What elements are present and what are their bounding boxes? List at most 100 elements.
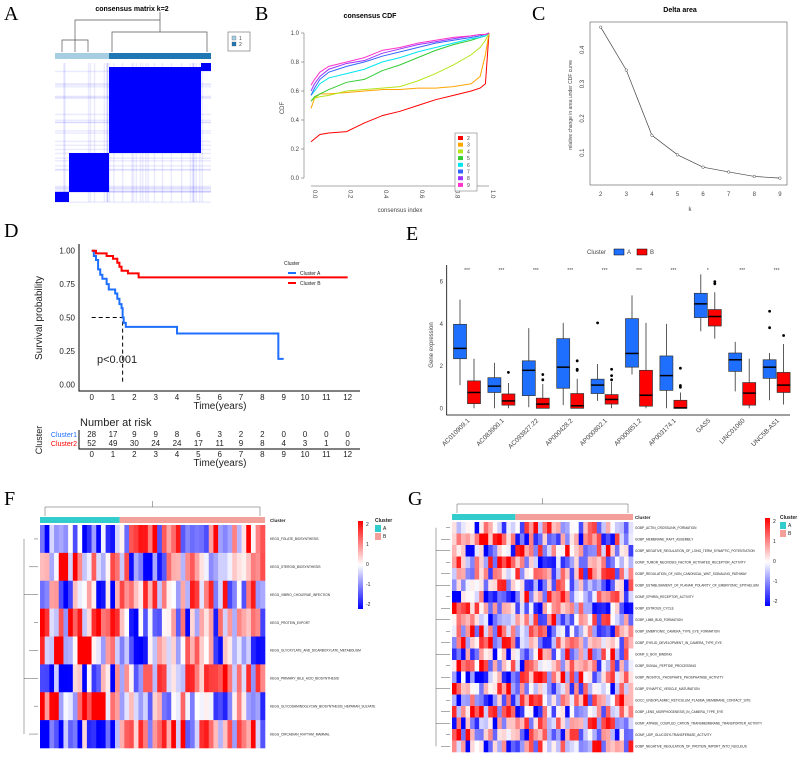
heatmap-cell: [456, 660, 462, 672]
heatmap-cell: [479, 568, 484, 580]
heatmap-cell: [143, 692, 149, 721]
heatmap-cell: [583, 545, 589, 557]
heatmap-cell: [236, 692, 242, 721]
heatmap-cell: [565, 706, 570, 718]
y-tick-label: 4: [440, 322, 444, 328]
heatmap-cell: [483, 579, 489, 592]
heatmap-cell: [601, 729, 607, 741]
risk-x-tick-label: 4: [175, 450, 180, 459]
heatmap-cell: [537, 591, 543, 603]
heatmap-cell: [190, 692, 195, 721]
heatmap-cell: [533, 683, 539, 695]
heatmap-cell: [115, 636, 120, 665]
risk-value: 30: [130, 439, 139, 448]
y-tick-label: 6: [440, 280, 444, 286]
heatmap-cell: [255, 552, 261, 582]
heatmap-cell: [542, 648, 548, 661]
panel-d-pvalue: p<0.001: [97, 354, 137, 366]
heatmap-cell: [166, 552, 172, 582]
heatmap-cell: [519, 648, 525, 661]
heatmap-cell: [180, 608, 186, 637]
delta-line: [600, 27, 780, 179]
heatmap-cell: [583, 683, 589, 695]
heatmap-cell: [619, 591, 625, 603]
heatmap-cell: [44, 608, 50, 637]
heatmap-cell: [528, 660, 534, 672]
heatmap-cell: [537, 545, 543, 557]
dendrogram: [61, 12, 208, 52]
heatmap-cell: [565, 648, 570, 661]
heatmap-cell: [501, 614, 507, 626]
gene-label: AC083900.1: [475, 417, 506, 448]
matrix-noise: [106, 63, 108, 202]
heatmap-cell: [619, 740, 625, 753]
heatmap-cell: [592, 545, 598, 557]
heatmap-cell: [574, 637, 579, 649]
heatmap-cell: [100, 608, 106, 637]
heatmap-cell: [479, 591, 484, 603]
heatmap-cell: [574, 660, 579, 672]
heatmap-cell: [129, 636, 135, 665]
heatmap-cell: [54, 636, 60, 665]
heatmap-cell: [100, 664, 106, 693]
heatmap-cell: [619, 579, 625, 592]
heatmap-cell: [610, 568, 616, 580]
legend-swatch-2: [231, 41, 237, 47]
heatmap-cell: [488, 625, 494, 638]
heatmap-cell: [208, 608, 214, 637]
heatmap-cell: [556, 579, 561, 592]
heatmap-cell: [456, 522, 462, 534]
heatmap-cell: [461, 602, 466, 615]
heatmap-cell: [537, 671, 543, 684]
heatmap-cell: [623, 729, 629, 741]
heatmap-cell: [619, 706, 625, 718]
heatmap-cell: [497, 660, 503, 672]
risk-x-tick-label: 6: [217, 450, 222, 459]
heatmap-cell: [601, 637, 607, 649]
heatmap-cell: [68, 580, 74, 609]
heatmap-cell: [119, 608, 125, 637]
heatmap-cell: [578, 729, 584, 741]
box-B: [570, 393, 585, 409]
heatmap-cell: [569, 671, 575, 684]
risk-value: 8: [260, 439, 265, 448]
heatmap-cell: [515, 556, 521, 569]
heatmap-cell: [77, 636, 83, 665]
heatmap-cell: [519, 660, 525, 672]
heatmap-cell: [623, 683, 629, 695]
heatmap-cell: [533, 660, 539, 672]
risk-value: 17: [194, 439, 203, 448]
heatmap-cell: [528, 671, 534, 684]
heatmap-cell: [213, 525, 219, 554]
heatmap-cell: [474, 556, 480, 569]
heatmap-cell: [501, 568, 507, 580]
box-B: [535, 397, 550, 409]
heatmap-cell: [610, 602, 616, 615]
heatmap-cell: [560, 637, 566, 649]
heatmap-cell: [587, 660, 593, 672]
panel-label-d: D: [4, 220, 18, 242]
heatmap-cell: [506, 706, 512, 718]
heatmap-cell: [185, 608, 191, 637]
heatmap-cell: [255, 636, 261, 665]
heatmap-cell: [483, 729, 489, 741]
heatmap-cell: [556, 591, 561, 603]
heatmap-cell: [565, 602, 570, 615]
heatmap-cell: [157, 525, 163, 554]
box-A: [521, 360, 536, 396]
heatmap-cell: [456, 740, 462, 753]
heatmap-cell: [542, 556, 548, 569]
heatmap-cell: [115, 580, 120, 609]
heatmap-cell: [574, 625, 579, 638]
x-tick-label: 5: [676, 192, 680, 198]
heatmap-cell: [565, 637, 570, 649]
heatmap-cell: [556, 660, 561, 672]
column-dendrogram: [456, 498, 629, 513]
heatmap-cell: [232, 692, 238, 721]
heatmap-cell: [157, 580, 163, 609]
heatmap-cell: [623, 579, 629, 592]
heatmap-cell: [619, 671, 625, 684]
delta-point: [701, 165, 705, 169]
heatmap-cell: [474, 717, 480, 730]
heatmap-cell: [537, 740, 543, 753]
